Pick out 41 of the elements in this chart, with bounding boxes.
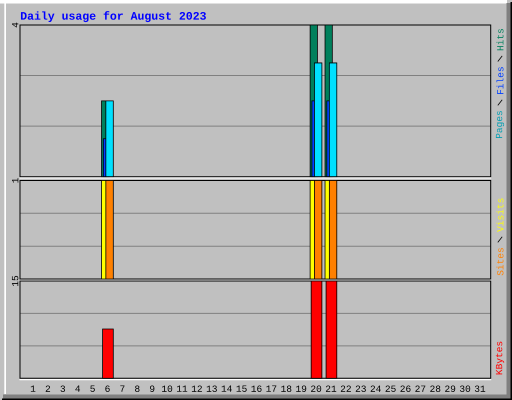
text: Visits (496, 198, 504, 232)
x-tick-label: 17 (266, 386, 276, 392)
x-tick-label: 7 (120, 386, 124, 392)
y-tick-label: 4 (12, 22, 18, 28)
x-tick-label: 10 (162, 386, 172, 392)
x-tick-label: 28 (430, 386, 440, 392)
x-tick-label: 26 (400, 386, 411, 392)
legend-label: Pages (496, 111, 504, 138)
x-tick-label: 12 (192, 386, 202, 392)
x-tick-label: 16 (251, 386, 262, 392)
legend-label: Sites (496, 248, 504, 276)
x-tick-label: 13 (206, 386, 217, 392)
x-tick-label: 25 (386, 386, 396, 392)
x-tick-label: 31 (474, 386, 486, 392)
x-tick-label: 5 (90, 386, 95, 392)
x-tick-label: 24 (370, 386, 381, 392)
x-tick-label: 8 (135, 386, 140, 392)
y-tick-label: 1 (12, 178, 18, 183)
x-tick-label: 27 (415, 386, 426, 392)
text: KBytes (496, 342, 504, 374)
x-tick-label: 2 (46, 386, 50, 392)
x-tick-label: 15 (236, 386, 247, 392)
x-tick-label: 23 (356, 386, 366, 392)
x-tick-label: 14 (222, 386, 232, 392)
x-tick-label: 1 (30, 386, 36, 392)
x-tick-label: 29 (445, 386, 456, 392)
x-tick-label: 18 (281, 386, 292, 392)
x-tick-label: 3 (60, 386, 66, 392)
chart-title: Daily usage for August 2023 (20, 11, 206, 22)
legend-label: Files (496, 67, 504, 94)
x-tick-label: 11 (176, 386, 188, 392)
x-tick-label: 4 (75, 386, 80, 392)
x-tick-label: 9 (150, 386, 154, 392)
text: Hits (496, 28, 504, 50)
x-tick-label: 30 (460, 386, 470, 392)
x-tick-label: 21 (326, 386, 336, 392)
y-tick-label: 15 (12, 276, 18, 286)
x-tick-label: 20 (311, 386, 322, 392)
x-tick-label: 22 (340, 386, 351, 392)
x-tick-label: 19 (296, 386, 306, 392)
x-tick-label: 6 (105, 386, 110, 392)
